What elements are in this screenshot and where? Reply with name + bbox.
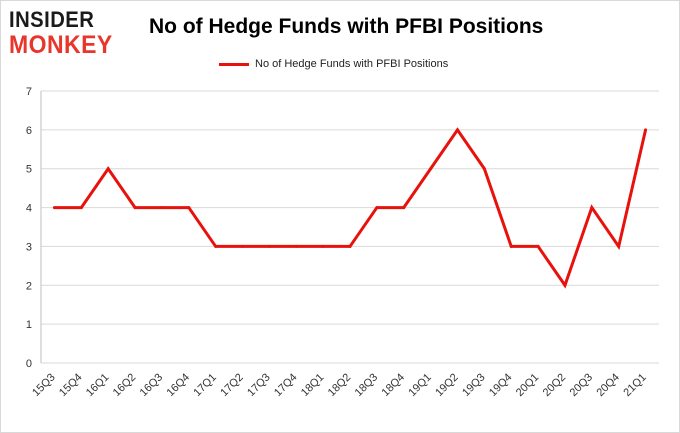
data-point	[267, 244, 271, 248]
data-point	[402, 206, 406, 210]
x-tick-label: 20Q3	[568, 371, 596, 399]
data-point	[509, 244, 513, 248]
x-tick-label: 18Q3	[353, 371, 381, 399]
data-point	[160, 206, 164, 210]
data-point	[455, 128, 459, 132]
x-tick-label: 16Q4	[165, 371, 193, 399]
data-point	[133, 206, 137, 210]
x-tick-label: 17Q1	[191, 371, 219, 399]
chart-title: No of Hedge Funds with PFBI Positions	[149, 15, 544, 38]
legend-swatch	[219, 62, 249, 66]
x-tick-label: 18Q1	[299, 371, 327, 399]
legend-label: No of Hedge Funds with PFBI Positions	[255, 58, 449, 70]
data-point	[241, 244, 245, 248]
x-tick-label: 16Q1	[84, 371, 112, 399]
x-tick-label: 15Q4	[57, 371, 85, 399]
data-point	[644, 128, 648, 132]
y-tick-label: 0	[26, 358, 32, 370]
y-tick-label: 6	[26, 125, 32, 137]
data-point	[79, 206, 83, 210]
y-tick-label: 4	[26, 203, 32, 215]
data-point	[187, 206, 191, 210]
insider-monkey-logo: INSIDER MONKEY	[9, 7, 127, 59]
x-tick-label: 15Q3	[30, 371, 58, 399]
x-tick-label: 21Q1	[621, 371, 649, 399]
x-tick-label: 18Q4	[380, 371, 408, 399]
data-point	[321, 244, 325, 248]
logo-line2: MONKEY	[9, 31, 113, 59]
x-tick-label: 17Q3	[245, 371, 273, 399]
y-tick-label: 1	[26, 319, 32, 331]
data-point	[482, 167, 486, 171]
logo-line1: INSIDER	[9, 7, 95, 32]
x-tick-label: 20Q2	[541, 371, 569, 399]
x-tick-label: 19Q3	[460, 371, 488, 399]
x-tick-label: 19Q4	[487, 371, 515, 399]
x-tick-label: 16Q2	[111, 371, 139, 399]
x-tick-label: 19Q1	[406, 371, 434, 399]
data-point	[52, 206, 56, 210]
data-point	[106, 167, 110, 171]
x-tick-label: 16Q3	[138, 371, 166, 399]
data-point	[348, 244, 352, 248]
x-tick-label: 18Q2	[326, 371, 354, 399]
x-tick-label: 20Q4	[594, 371, 622, 399]
y-tick-label: 5	[26, 164, 32, 176]
data-point	[429, 167, 433, 171]
data-point	[375, 206, 379, 210]
y-tick-label: 3	[26, 241, 32, 253]
data-point	[563, 283, 567, 287]
x-tick-label: 17Q2	[218, 371, 246, 399]
chart-legend: No of Hedge Funds with PFBI Positions	[219, 56, 448, 72]
data-point	[590, 206, 594, 210]
x-tick-label: 17Q4	[272, 371, 300, 399]
y-tick-label: 7	[26, 86, 32, 98]
data-point	[294, 244, 298, 248]
x-tick-label: 19Q2	[433, 371, 461, 399]
data-point	[536, 244, 540, 248]
x-tick-label: 20Q1	[514, 371, 542, 399]
data-point	[214, 244, 218, 248]
y-tick-label: 2	[26, 280, 32, 292]
data-point	[617, 244, 621, 248]
